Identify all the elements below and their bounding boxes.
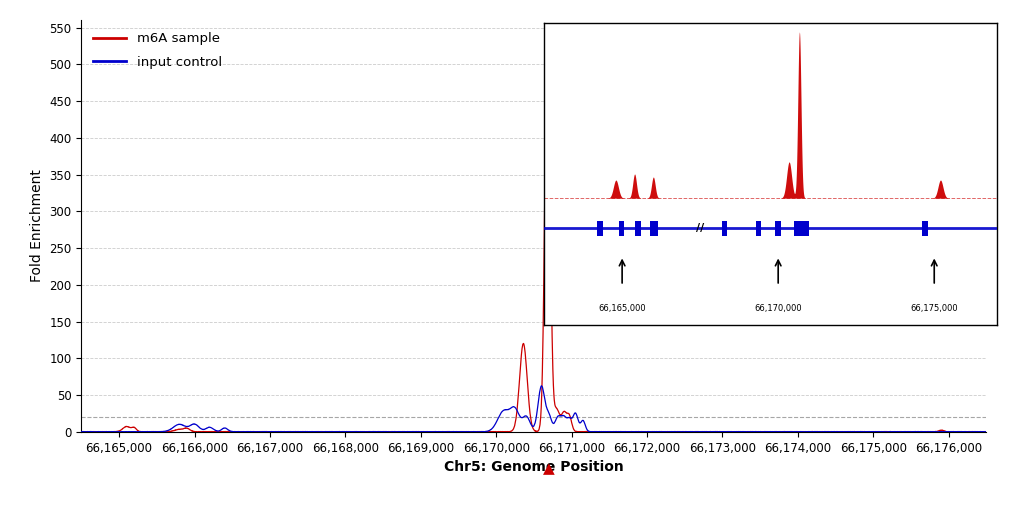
Text: //: //: [696, 224, 705, 233]
Line: input control: input control: [81, 386, 986, 432]
input control: [751, 429, 763, 435]
input control: [980, 429, 993, 435]
input control: [421, 429, 433, 435]
m6A sample: [541, 23, 553, 29]
Bar: [775, 221, 781, 236]
input control: [319, 429, 332, 435]
Text: 66,165,000: 66,165,000: [598, 304, 646, 313]
Text: 66,170,000: 66,170,000: [755, 304, 802, 313]
input control: [75, 429, 87, 435]
m6A sample: [421, 429, 433, 435]
m6A sample: [618, 429, 631, 435]
input control: [618, 429, 631, 435]
Bar: [757, 221, 761, 236]
m6A sample: [980, 429, 993, 435]
m6A sample: [664, 429, 676, 435]
Bar: [619, 221, 623, 236]
Bar: [650, 221, 658, 236]
m6A sample: [751, 429, 763, 435]
m6A sample: [601, 429, 613, 435]
input control: [536, 383, 548, 389]
m6A sample: [240, 429, 252, 435]
Bar: [921, 221, 928, 236]
Bar: [794, 221, 810, 236]
Y-axis label: Fold Enrichment: Fold Enrichment: [29, 170, 44, 282]
Text: ▲: ▲: [543, 461, 555, 477]
Bar: [597, 221, 603, 236]
input control: [820, 429, 832, 435]
input control: [240, 429, 252, 435]
input control: [664, 429, 676, 435]
Bar: [635, 221, 641, 236]
m6A sample: [75, 429, 87, 435]
Text: 66,175,000: 66,175,000: [910, 304, 958, 313]
Legend: m6A sample, input control: m6A sample, input control: [87, 27, 227, 74]
m6A sample: [820, 429, 832, 435]
Bar: [722, 221, 727, 236]
Line: m6A sample: m6A sample: [81, 26, 986, 432]
X-axis label: Chr5: Genome Position: Chr5: Genome Position: [444, 460, 623, 474]
